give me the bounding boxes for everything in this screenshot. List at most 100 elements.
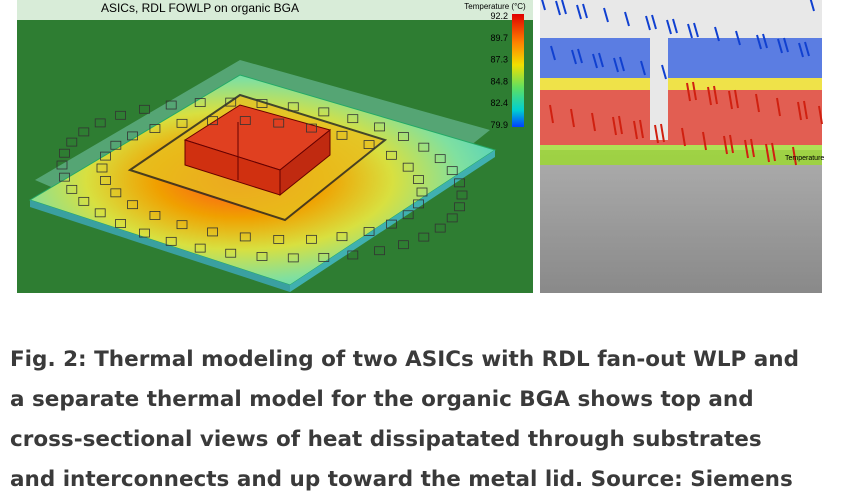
arrow [792, 146, 797, 166]
left-title: ASICs, RDL FOWLP on organic BGA [101, 1, 299, 15]
arrow [692, 81, 697, 101]
legend-title: Temperature (°C) [464, 2, 526, 11]
arrow [687, 23, 693, 39]
arrow [681, 127, 686, 147]
arrow [582, 3, 588, 19]
legend-tick-label: 79.9 [490, 120, 508, 130]
cube [446, 166, 458, 176]
cube [386, 219, 397, 229]
cube [256, 252, 268, 261]
arrow [765, 143, 770, 163]
arrow [633, 120, 638, 140]
cube [347, 250, 359, 260]
arrow [624, 11, 630, 27]
cube [165, 236, 177, 246]
cube [194, 243, 206, 253]
arrow [798, 42, 804, 58]
cube [306, 234, 317, 244]
cube [94, 118, 106, 128]
cube [402, 210, 414, 220]
cube [273, 118, 285, 128]
arrow [809, 0, 815, 12]
legend-ticks: 92.2 89.7 87.3 84.8 82.4 79.9 [490, 11, 508, 130]
arrow [639, 119, 644, 139]
arrows [541, 0, 823, 166]
cube [100, 151, 111, 161]
arrow [707, 86, 712, 106]
cube [139, 228, 150, 238]
arrow [654, 124, 659, 144]
arrow [619, 56, 625, 72]
caption: Fig. 2: Thermal modeling of two ASICs wi… [10, 347, 800, 492]
cube [207, 116, 218, 126]
cube [127, 131, 138, 141]
cube [94, 208, 106, 218]
arrow [714, 26, 720, 42]
cube [306, 123, 317, 133]
arrow [618, 115, 623, 135]
figure-images: ASICs, RDL FOWLP on organic BGA Temperat… [17, 0, 824, 293]
arrow [693, 22, 699, 38]
cube [96, 163, 108, 173]
cube [287, 253, 299, 263]
arrow [672, 18, 678, 34]
cube [207, 227, 218, 237]
cube [56, 160, 68, 170]
legend-tick-label: 87.3 [490, 55, 508, 65]
cube [176, 220, 188, 230]
arrow [592, 53, 598, 69]
arrow [603, 7, 609, 23]
arrow [591, 112, 596, 132]
cube [149, 124, 161, 133]
cube [66, 184, 78, 194]
cube [287, 102, 299, 112]
cube [239, 232, 251, 242]
cube [225, 248, 237, 258]
cube [374, 122, 385, 132]
arrow [550, 45, 556, 61]
cubes [56, 97, 468, 263]
cube [110, 188, 122, 198]
cube [386, 150, 397, 160]
cube [149, 211, 161, 220]
cube [363, 227, 375, 236]
arrow [750, 138, 755, 158]
legend-tick-label: 82.4 [490, 98, 508, 108]
cube [416, 187, 428, 197]
cube [456, 190, 468, 200]
arrow [576, 4, 582, 20]
cube [363, 140, 375, 149]
cube [413, 199, 424, 209]
cube [66, 137, 78, 147]
legend-tick-label: 92.2 [490, 11, 508, 21]
arrow [555, 0, 561, 16]
legend-tick-label: 84.8 [490, 76, 508, 86]
cube [418, 232, 430, 242]
cube [139, 104, 150, 114]
arrow [713, 85, 718, 105]
left-image: ASICs, RDL FOWLP on organic BGA Temperat… [17, 0, 533, 293]
cube [194, 98, 206, 108]
arrow [797, 101, 802, 121]
arrow [561, 0, 567, 15]
right-image: Temperature [540, 0, 824, 293]
arrow [612, 116, 617, 136]
arrow [735, 30, 741, 46]
arrow [783, 37, 789, 53]
cube [78, 127, 90, 137]
cube [374, 246, 385, 256]
arrow [723, 135, 728, 155]
cube [256, 99, 268, 108]
arrow [776, 97, 781, 117]
arrow [777, 38, 783, 54]
cube [225, 97, 237, 107]
cube [176, 118, 188, 128]
arrow [729, 134, 734, 154]
arrow [613, 57, 619, 73]
arrow [645, 15, 651, 31]
right-legend-title: Temperature [785, 155, 824, 162]
cube [336, 130, 348, 140]
arrow [577, 48, 583, 64]
cube [115, 219, 126, 228]
cube [239, 116, 251, 125]
